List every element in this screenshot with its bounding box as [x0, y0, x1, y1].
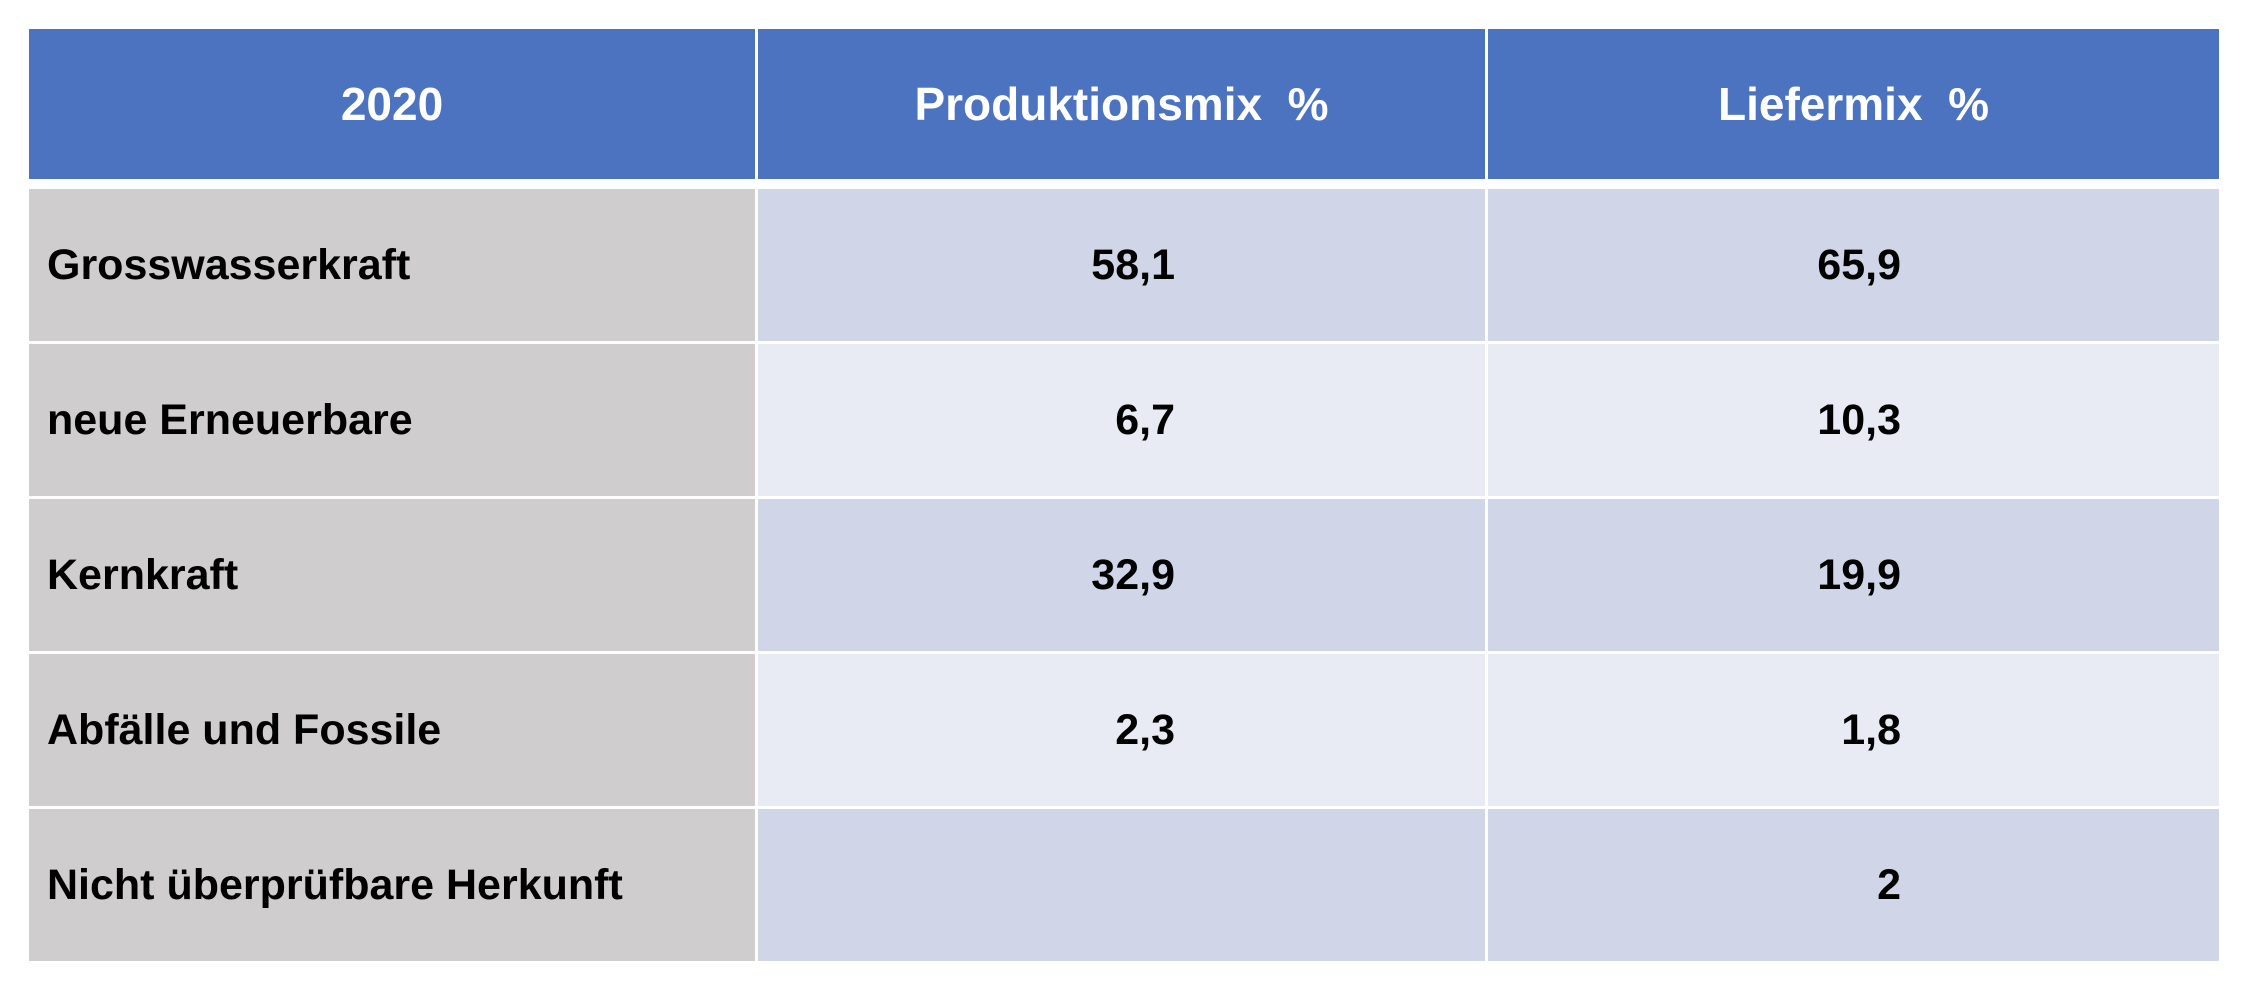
row-label: neue Erneuerbare [29, 344, 758, 499]
table-row: Abfälle und Fossile 2,3 1,8 [29, 654, 2219, 809]
header-row: 2020 Produktionsmix % Liefermix % [29, 29, 2219, 189]
table-header: 2020 Produktionsmix % Liefermix % [29, 29, 2219, 189]
table-row: Kernkraft 32,9 19,9 [29, 499, 2219, 654]
produktionsmix-value: 58,1 [758, 189, 1488, 344]
liefermix-value: 10,3 [1488, 344, 2219, 499]
header-produktionsmix: Produktionsmix % [758, 29, 1488, 189]
liefermix-value: 1,8 [1488, 654, 2219, 809]
produktionsmix-value: 32,9 [758, 499, 1488, 654]
liefermix-value: 2 [1488, 809, 2219, 961]
produktionsmix-value: 2,3 [758, 654, 1488, 809]
liefermix-value: 65,9 [1488, 189, 2219, 344]
table-row: Grosswasserkraft 58,1 65,9 [29, 189, 2219, 344]
row-label: Kernkraft [29, 499, 758, 654]
produktionsmix-value: 6,7 [758, 344, 1488, 499]
row-label: Abfälle und Fossile [29, 654, 758, 809]
table-row: Nicht überprüfbare Herkunft 2 [29, 809, 2219, 961]
liefermix-value: 19,9 [1488, 499, 2219, 654]
produktionsmix-value [758, 809, 1488, 961]
header-year: 2020 [29, 29, 758, 189]
row-label: Grosswasserkraft [29, 189, 758, 344]
table-body: Grosswasserkraft 58,1 65,9 neue Erneuerb… [29, 189, 2219, 961]
energy-mix-table: 2020 Produktionsmix % Liefermix % Grossw… [29, 29, 2219, 961]
row-label: Nicht überprüfbare Herkunft [29, 809, 758, 961]
table-row: neue Erneuerbare 6,7 10,3 [29, 344, 2219, 499]
header-liefermix: Liefermix % [1488, 29, 2219, 189]
